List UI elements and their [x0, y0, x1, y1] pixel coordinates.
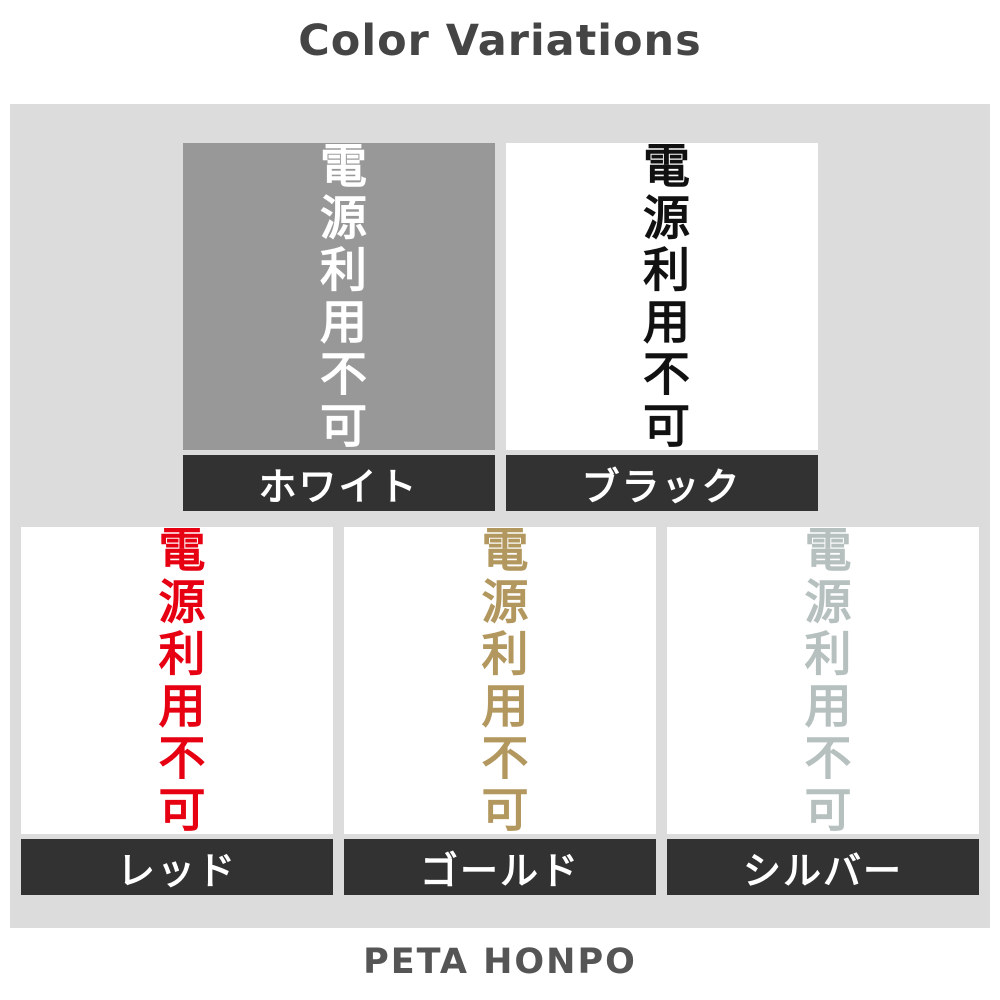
color-label-text: ホワイト — [258, 464, 419, 509]
color-label-text: ブラック — [581, 464, 742, 509]
swatch-preview-black: 電源利用不可 — [505, 140, 818, 453]
vertical-sample-text: 電源利用不可 — [149, 524, 205, 837]
swatch-preview-white: 電源利用不可 — [182, 140, 495, 453]
color-label-text: シルバー — [742, 848, 903, 893]
color-swatch-card-gold: 電源利用不可 ゴールド — [344, 524, 656, 895]
swatch-preview-silver: 電源利用不可 — [667, 524, 979, 837]
vertical-sample-text: 電源利用不可 — [311, 140, 366, 453]
color-swatch-card-white: 電源利用不可 ホワイト — [182, 140, 495, 511]
vertical-sample-text: 電源利用不可 — [472, 524, 528, 837]
swatch-preview-gold: 電源利用不可 — [344, 524, 656, 837]
vertical-sample-text: 電源利用不可 — [634, 140, 689, 453]
swatch-row-bottom: 電源利用不可 レッド 電源利用不可 ゴールド 電源利用不可 — [10, 524, 990, 895]
color-label-silver: シルバー — [667, 839, 979, 895]
brand-footer: PETA HONPO — [363, 942, 637, 982]
color-swatch-card-black: 電源利用不可 ブラック — [505, 140, 818, 511]
color-label-white: ホワイト — [182, 455, 495, 511]
vertical-sample-text: 電源利用不可 — [795, 524, 851, 837]
swatch-row-top: 電源利用不可 ホワイト 電源利用不可 ブラック — [10, 140, 990, 511]
swatch-preview-red: 電源利用不可 — [21, 524, 333, 837]
color-label-text: ゴールド — [419, 848, 580, 893]
color-label-red: レッド — [21, 839, 333, 895]
color-label-text: レッド — [116, 848, 237, 893]
color-swatch-card-silver: 電源利用不可 シルバー — [667, 524, 979, 895]
color-label-black: ブラック — [505, 455, 818, 511]
page-title: Color Variations — [298, 16, 702, 66]
color-label-gold: ゴールド — [344, 839, 656, 895]
color-swatch-card-red: 電源利用不可 レッド — [21, 524, 333, 895]
color-variations-panel: 電源利用不可 ホワイト 電源利用不可 ブラック 電源利用不可 — [10, 104, 990, 928]
